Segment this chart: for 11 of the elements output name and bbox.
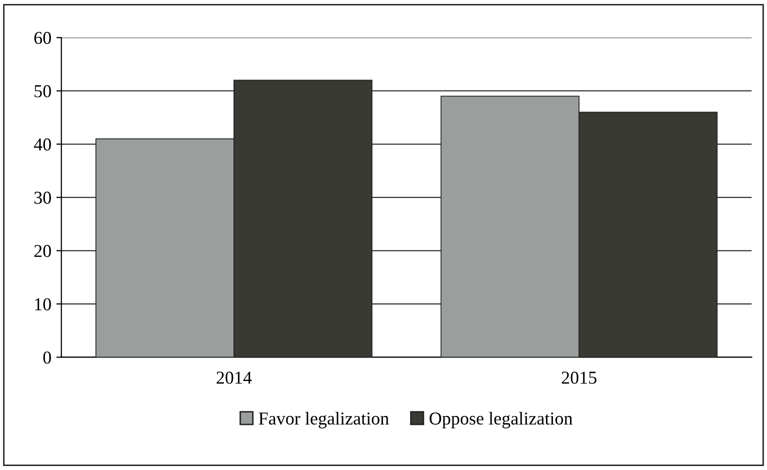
y-tick-label: 30 [34,192,51,204]
y-tick-label: 50 [34,85,51,98]
x-tick-label: 2014 [216,372,252,384]
y-tick-label: 20 [34,244,51,258]
legend-label: Favor legalization [258,412,389,428]
y-tick-label: 40 [34,138,51,151]
legend-label: Oppose legalization [430,412,572,428]
y-tick-label: 60 [34,32,51,44]
x-tick-label: 2015 [562,372,596,384]
y-tick-label: 10 [35,298,51,310]
y-tick-label: 0 [43,351,51,364]
